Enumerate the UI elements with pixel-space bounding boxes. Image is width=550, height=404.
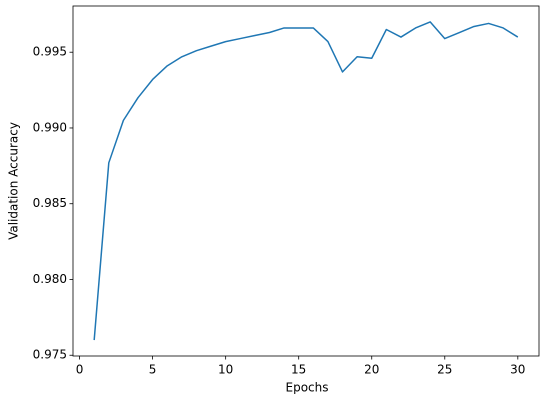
y-tick-label: 0.990 xyxy=(33,120,67,134)
x-tick-label: 0 xyxy=(76,363,84,377)
y-tick-label: 0.985 xyxy=(33,196,67,210)
y-tick-label: 0.980 xyxy=(33,272,67,286)
x-tick-label: 25 xyxy=(437,363,452,377)
x-tick-label: 10 xyxy=(218,363,233,377)
x-axis-label: Epochs xyxy=(286,381,329,395)
x-tick-label: 20 xyxy=(364,363,379,377)
x-tick-label: 30 xyxy=(510,363,525,377)
plot-frame xyxy=(72,5,540,357)
x-tick-label: 15 xyxy=(291,363,306,377)
x-tick-label: 5 xyxy=(149,363,157,377)
y-tick-label: 0.995 xyxy=(33,45,67,59)
line-series xyxy=(93,21,519,341)
y-axis-label: Validation Accuracy xyxy=(7,122,21,240)
y-tick-label: 0.975 xyxy=(33,348,67,362)
